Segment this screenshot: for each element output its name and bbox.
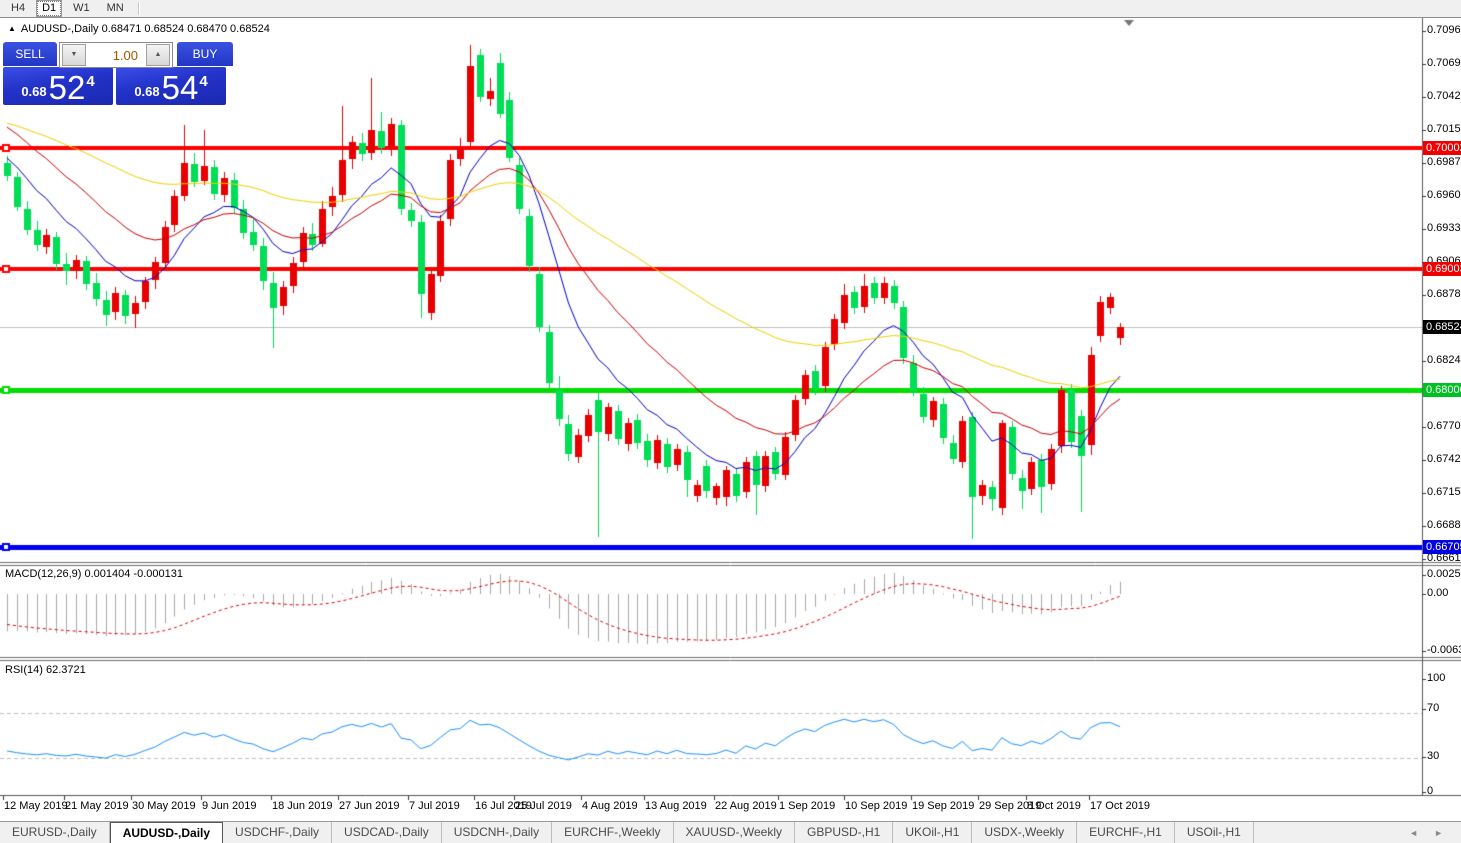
tab-ukoil[interactable]: UKOil-,H1 bbox=[893, 822, 973, 843]
sell-price-pip: 4 bbox=[86, 73, 95, 90]
date-label: 19 Sep 2019 bbox=[912, 800, 975, 812]
tab-usoil[interactable]: USOil-,H1 bbox=[1175, 822, 1254, 843]
macd-indicator-label: MACD(12,26,9) 0.001404 -0.000131 bbox=[5, 568, 183, 580]
sell-price-panel[interactable]: 0.68 52 4 bbox=[3, 67, 113, 105]
macd-axis-label: 0.00 bbox=[1427, 587, 1449, 599]
tab-scroll-arrows: ◄ ► bbox=[1401, 822, 1461, 843]
tab-scroll-left-icon[interactable]: ◄ bbox=[1409, 828, 1419, 838]
date-label: 17 Oct 2019 bbox=[1090, 800, 1150, 812]
buy-price-panel[interactable]: 0.68 54 4 bbox=[116, 67, 226, 105]
macd-axis-label: -0.006326 bbox=[1427, 644, 1461, 656]
price-axis-label: 0.69605 bbox=[1427, 188, 1461, 201]
buy-button[interactable]: BUY bbox=[177, 42, 233, 66]
price-tag-0.69003: 0.69003 bbox=[1423, 261, 1461, 276]
sell-price-prefix: 0.68 bbox=[21, 84, 47, 99]
volume-increase-icon[interactable]: ▲ bbox=[146, 44, 170, 66]
price-tag-0.68524: 0.68524 bbox=[1423, 319, 1461, 334]
date-label: 10 Sep 2019 bbox=[845, 800, 908, 812]
date-label: 8 Oct 2019 bbox=[1027, 800, 1081, 812]
price-axis-label: 0.68785 bbox=[1427, 288, 1461, 301]
symbol-ohlc-title: AUDUSD-,Daily 0.68471 0.68524 0.68470 0.… bbox=[20, 23, 270, 35]
date-label: 27 Jun 2019 bbox=[339, 800, 400, 812]
date-label: 1 Sep 2019 bbox=[779, 800, 836, 812]
tab-audusd[interactable]: AUDUSD-,Daily bbox=[109, 822, 224, 843]
date-label: 9 Jun 2019 bbox=[202, 800, 257, 812]
chart-tab-bar: EURUSD-,Daily AUDUSD-,Daily USDCHF-,Daily U… bbox=[0, 821, 1461, 843]
sell-price-big: 52 bbox=[48, 69, 86, 106]
price-axis-label: 0.70695 bbox=[1427, 56, 1461, 69]
timeframe-button-w1[interactable]: W1 bbox=[73, 2, 90, 14]
timeframe-button-d1[interactable]: D1 bbox=[36, 0, 63, 17]
chart-header: ▲ AUDUSD-,Daily 0.68471 0.68524 0.68470 0… bbox=[8, 23, 270, 35]
date-label: 29 Sep 2019 bbox=[979, 800, 1042, 812]
tab-eurusd[interactable]: EURUSD-,Daily bbox=[0, 822, 110, 843]
tab-usdchf[interactable]: USDCHF-,Daily bbox=[223, 822, 333, 843]
rsi-axis-label: 30 bbox=[1427, 750, 1440, 762]
rsi-axis-label: 100 bbox=[1427, 672, 1446, 684]
tab-scroll-right-icon[interactable]: ► bbox=[1434, 828, 1443, 838]
date-label: 7 Jul 2019 bbox=[409, 800, 460, 812]
date-label: 30 May 2019 bbox=[132, 800, 196, 812]
date-label: 18 Jun 2019 bbox=[272, 800, 333, 812]
date-label: 12 May 2019 bbox=[4, 800, 68, 812]
price-tag-0.66705: 0.66705 bbox=[1423, 540, 1461, 555]
timeframe-toolbar: H4 D1 W1 MN bbox=[0, 0, 1461, 18]
timeframe-button-h4[interactable]: H4 bbox=[11, 2, 26, 14]
price-axis-label: 0.69875 bbox=[1427, 156, 1461, 169]
one-click-trade-widget: SELL ▼ 1.00 ▲ BUY 0.68 52 4 0.68 54 4 bbox=[3, 42, 233, 105]
rsi-axis-label: 70 bbox=[1427, 702, 1440, 714]
tab-usdx[interactable]: USDX-,Weekly bbox=[972, 822, 1078, 843]
tab-gbpusd[interactable]: GBPUSD-,H1 bbox=[795, 822, 894, 843]
volume-decrease-icon[interactable]: ▼ bbox=[62, 44, 86, 66]
rsi-indicator-label: RSI(14) 62.3721 bbox=[5, 664, 86, 676]
price-axis-label: 0.67425 bbox=[1427, 453, 1461, 466]
price-tag-0.68006: 0.68006 bbox=[1423, 382, 1461, 397]
date-label: 16 Jul 2019 bbox=[475, 800, 532, 812]
date-label: 13 Aug 2019 bbox=[645, 800, 707, 812]
price-axis-label: 0.70965 bbox=[1427, 24, 1461, 36]
rsi-axis-label: 0 bbox=[1427, 785, 1434, 797]
date-label: 21 May 2019 bbox=[65, 800, 129, 812]
date-label: 25 Jul 2019 bbox=[515, 800, 572, 812]
macd-axis-label: 0.002574 bbox=[1427, 568, 1461, 580]
buy-price-big: 54 bbox=[161, 69, 199, 106]
price-tag-0.70002: 0.70002 bbox=[1423, 140, 1461, 155]
tab-eurchf[interactable]: EURCHF-,H1 bbox=[1077, 822, 1175, 843]
date-label: 22 Aug 2019 bbox=[715, 800, 777, 812]
timeframe-button-mn[interactable]: MN bbox=[106, 2, 124, 14]
volume-value[interactable]: 1.00 bbox=[112, 47, 138, 63]
tab-xauusd[interactable]: XAUUSD-,Weekly bbox=[674, 822, 795, 843]
sell-button[interactable]: SELL bbox=[3, 42, 57, 66]
tab-usdcad[interactable]: USDCAD-,Daily bbox=[332, 822, 442, 843]
date-label: 4 Aug 2019 bbox=[582, 800, 638, 812]
toolbar-separator bbox=[137, 2, 140, 15]
tab-eurchf[interactable]: EURCHF-,Weekly bbox=[552, 822, 674, 843]
tab-usdcnh[interactable]: USDCNH-,Daily bbox=[442, 822, 553, 843]
collapse-trade-widget-icon[interactable]: ▲ bbox=[8, 24, 16, 33]
buy-price-prefix: 0.68 bbox=[134, 84, 160, 99]
volume-stepper: ▼ 1.00 ▲ bbox=[59, 42, 173, 68]
buy-price-pip: 4 bbox=[199, 73, 208, 90]
price-axis-label: 0.67155 bbox=[1427, 485, 1461, 498]
